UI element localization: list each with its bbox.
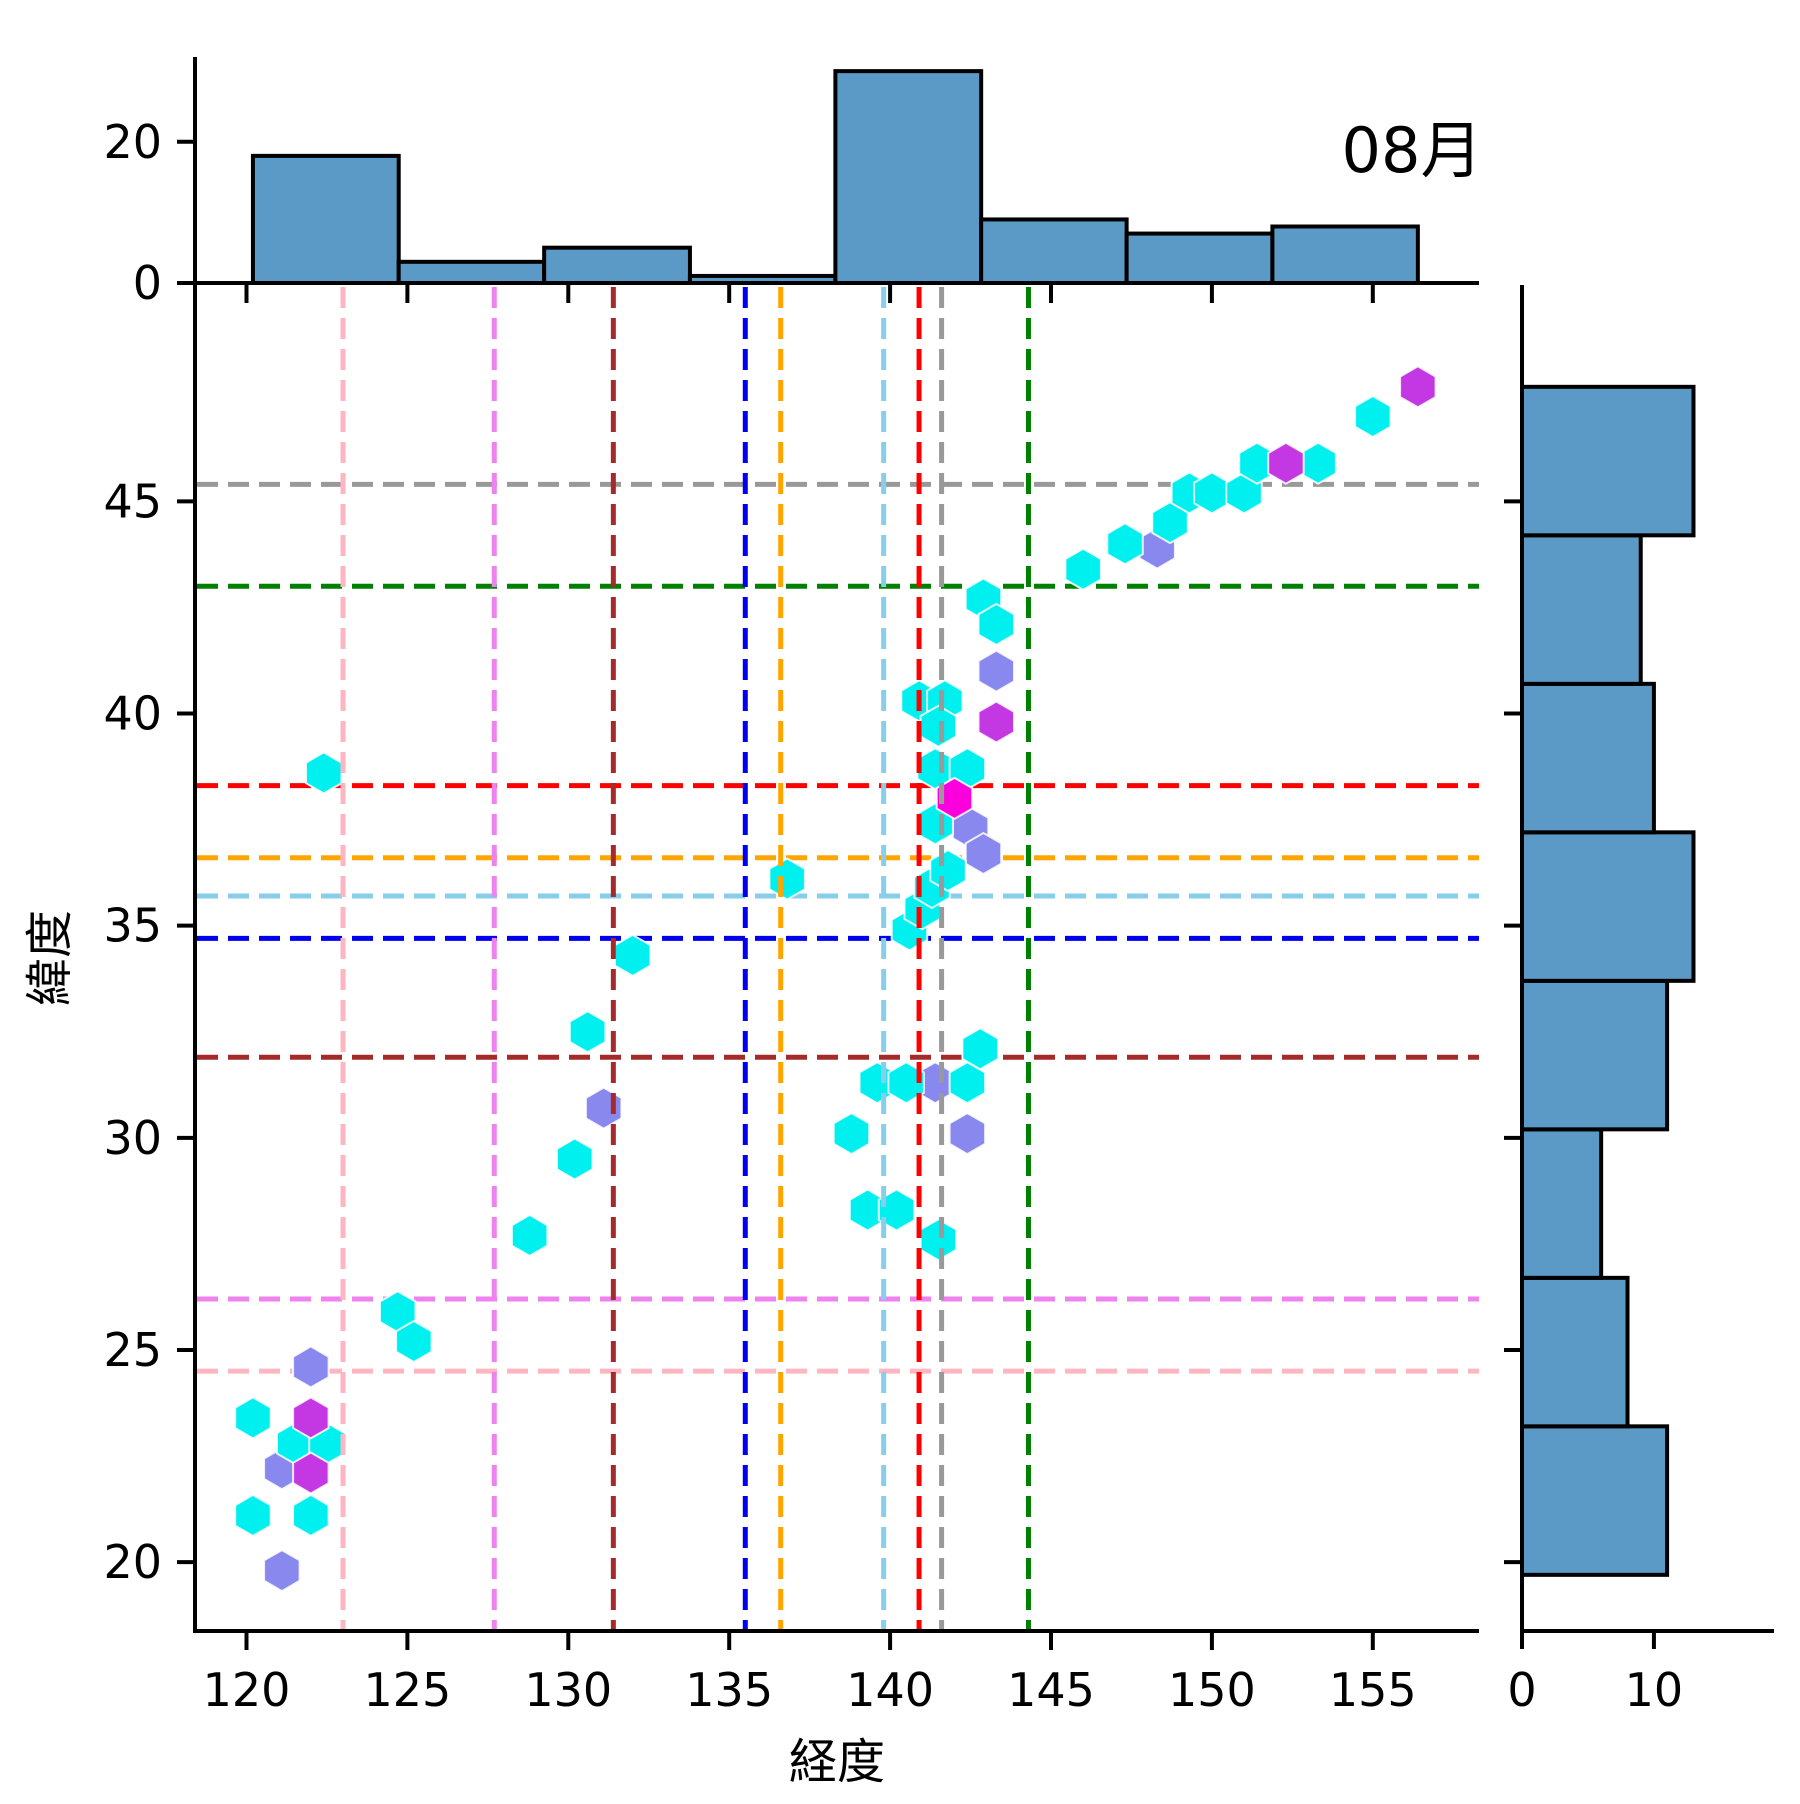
right-histogram-bar (1520, 1275, 1630, 1429)
top-histogram-bar (833, 69, 984, 285)
scatter-hexagon-cyan-hexagons (1064, 547, 1102, 591)
scatter-hexagon-cyan-hexagons (568, 1010, 607, 1054)
scatter-hexagon-cyan-hexagons (1354, 394, 1392, 439)
scatter-hexagon-violet-hexagons (584, 1086, 623, 1130)
top-histogram-bar (250, 153, 401, 285)
x-axis-label: 経度 (789, 1734, 885, 1790)
tick-label: 145 (1007, 1663, 1095, 1717)
scatter-hexagon-cyan-hexagons (948, 1061, 987, 1105)
scatter-hexagon-orchid-hexagons (977, 700, 1015, 744)
y-axis-label: 緯度 (22, 910, 78, 1006)
top-histogram-bar (1124, 231, 1275, 285)
right-histogram-bar (1520, 533, 1643, 686)
scatter-hexagon-cyan-hexagons (1225, 471, 1263, 515)
scatter-hexagon-cyan-hexagons (234, 1493, 272, 1538)
scatter-hexagon-cyan-hexagons (887, 1061, 925, 1105)
scatter-hexagon-cyan-hexagons (877, 1188, 916, 1232)
scatter-hexagon-orchid-hexagons (1399, 365, 1437, 409)
tick-label: 30 (103, 1111, 162, 1165)
scatter-hexagon-cyan-hexagons (510, 1213, 549, 1258)
scatter-hexagon-cyan-hexagons (768, 857, 806, 901)
tick-label: 140 (846, 1663, 934, 1717)
scatter-hexagon-cyan-hexagons (234, 1396, 272, 1440)
scatter-hexagon-cyan-hexagons (961, 1027, 999, 1071)
top-histogram-bar (396, 259, 547, 285)
tick-label: 0 (1507, 1663, 1536, 1717)
right-histogram-bar (1520, 1424, 1670, 1577)
scatter-hexagon-cyan-hexagons (305, 751, 343, 795)
tick-label: 135 (685, 1663, 773, 1717)
scatter-hexagon-violet-hexagons (292, 1345, 330, 1389)
scatter-hexagon-orchid-hexagons (292, 1396, 330, 1440)
right-histogram-bar (1520, 978, 1670, 1132)
scatter-hexagon-orchid-hexagons (1267, 441, 1305, 485)
right-histogram-bar (1520, 1127, 1604, 1280)
scatter-hexagon-cyan-hexagons (1106, 522, 1144, 566)
tick-label: 120 (203, 1663, 291, 1717)
tick-label: 10 (1625, 1663, 1684, 1717)
top-histogram-bar (979, 217, 1129, 285)
tick-label: 130 (524, 1663, 612, 1717)
scatter-hexagon-violet-hexagons (964, 831, 1003, 876)
scatter-hexagon-cyan-hexagons (919, 704, 958, 748)
scatter-hexagon-cyan-hexagons (292, 1493, 330, 1538)
tick-label: 35 (103, 899, 162, 953)
top-histogram-bar (542, 245, 692, 285)
tick-label: 25 (103, 1323, 162, 1377)
scatter-hexagon-violet-hexagons (948, 1111, 987, 1156)
scatter-hexagon-cyan-hexagons (1299, 441, 1337, 485)
tick-label: 45 (103, 474, 162, 528)
tick-label: 40 (103, 687, 162, 741)
scatter-hexagon-cyan-hexagons (395, 1319, 433, 1364)
tick-label: 125 (363, 1663, 451, 1717)
tick-label: 150 (1168, 1663, 1256, 1717)
scatter-hexagon-cyan-hexagons (1193, 471, 1231, 515)
scatter-hexagon-violet-hexagons (977, 649, 1015, 693)
scatter-hexagon-cyan-hexagons (613, 933, 652, 978)
scatter-hexagon-cyan-hexagons (832, 1111, 871, 1156)
right-histogram-bar (1520, 830, 1696, 983)
scatter-hexagon-cyan-hexagons (919, 1218, 958, 1262)
tick-label: 0 (133, 256, 162, 310)
scatter-hexagon-cyan-hexagons (977, 602, 1015, 647)
right-histogram-bar (1520, 681, 1656, 835)
tick-label: 20 (103, 1535, 162, 1589)
scatter-hexagon-orchid-hexagons (292, 1451, 330, 1495)
chart-title: 08月 (1342, 114, 1483, 187)
scatter-hexagon-magenta-hexagons (935, 776, 974, 821)
scatter-hexagon-cyan-hexagons (556, 1137, 594, 1181)
top-histogram-bar (1270, 224, 1420, 285)
tick-label: 20 (103, 115, 162, 169)
scatter-hexagon-cyan-hexagons (929, 848, 967, 893)
scatter-hexagon-violet-hexagons (263, 1548, 301, 1593)
right-histogram-bar (1520, 384, 1696, 538)
tick-label: 155 (1329, 1663, 1417, 1717)
